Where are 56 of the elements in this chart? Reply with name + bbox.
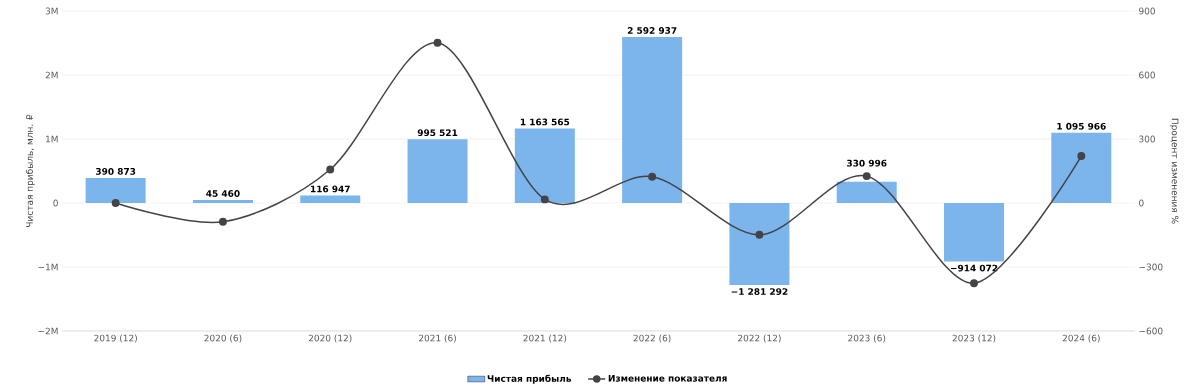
y2-tick-label: −600 (1139, 327, 1163, 335)
data-label: −914 072 (950, 264, 998, 272)
y2-tick-label: −300 (1139, 263, 1163, 271)
x-tick-label: 2021 (6) (419, 334, 456, 343)
data-label: 995 521 (417, 129, 458, 137)
point (540, 195, 549, 204)
bar (514, 128, 575, 203)
point (219, 217, 227, 226)
x-tick-label: 2022 (6) (633, 334, 671, 343)
x-tick-label: 2022 (12) (738, 334, 781, 343)
point (1077, 152, 1086, 161)
y-tick-label: 3M (45, 7, 58, 15)
point (862, 172, 871, 181)
x-tick-label: 2023 (6) (848, 334, 886, 343)
data-label: 1 095 966 (1057, 122, 1106, 130)
legend-label: Чистая прибыль (487, 374, 572, 384)
y2-axis-title: Процент изменения % (1169, 118, 1179, 224)
x-tick-label: 2023 (12) (952, 334, 996, 343)
y2-tick-label: 0 (1139, 199, 1144, 207)
y-tick-label: 2M (45, 71, 58, 79)
point (648, 172, 657, 181)
x-tick-label: 2019 (12) (94, 334, 137, 343)
bar (85, 177, 146, 203)
bar (407, 139, 468, 203)
point (433, 38, 442, 47)
x-tick-label: 2021 (12) (523, 334, 567, 343)
bar (729, 203, 790, 285)
bar (300, 195, 361, 203)
data-label: 1 163 565 (520, 118, 570, 126)
data-label: 2 592 937 (627, 27, 677, 34)
point (326, 165, 335, 174)
x-tick-label: 2024 (6) (1062, 334, 1100, 343)
bar (836, 181, 897, 203)
x-tick-label: 2020 (6) (204, 334, 242, 343)
point (755, 230, 764, 239)
data-label: 330 996 (847, 159, 887, 167)
bar (944, 203, 1005, 262)
bar (1051, 132, 1112, 203)
bar (192, 200, 253, 203)
y-axis-title: Чистая прибыль, млн. ₽ (25, 114, 35, 227)
y2-tick-label: 600 (1139, 71, 1155, 79)
data-label: 116 947 (310, 185, 350, 193)
point (970, 279, 978, 288)
data-label: −1 281 292 (731, 288, 788, 295)
y-tick-label: −2M (38, 327, 58, 335)
bar (622, 37, 683, 203)
y-tick-label: 1M (46, 135, 58, 143)
y-tick-label: 0 (53, 199, 58, 207)
point (111, 199, 120, 207)
y2-tick-label: 300 (1139, 135, 1155, 143)
x-tick-label: 2020 (12) (308, 334, 352, 343)
y-tick-label: −1M (38, 263, 58, 271)
data-label: 45 460 (206, 190, 240, 197)
data-label: 390 873 (95, 168, 136, 175)
legend-label: Изменение показателя (608, 374, 727, 382)
y2-tick-label: 900 (1139, 7, 1155, 15)
